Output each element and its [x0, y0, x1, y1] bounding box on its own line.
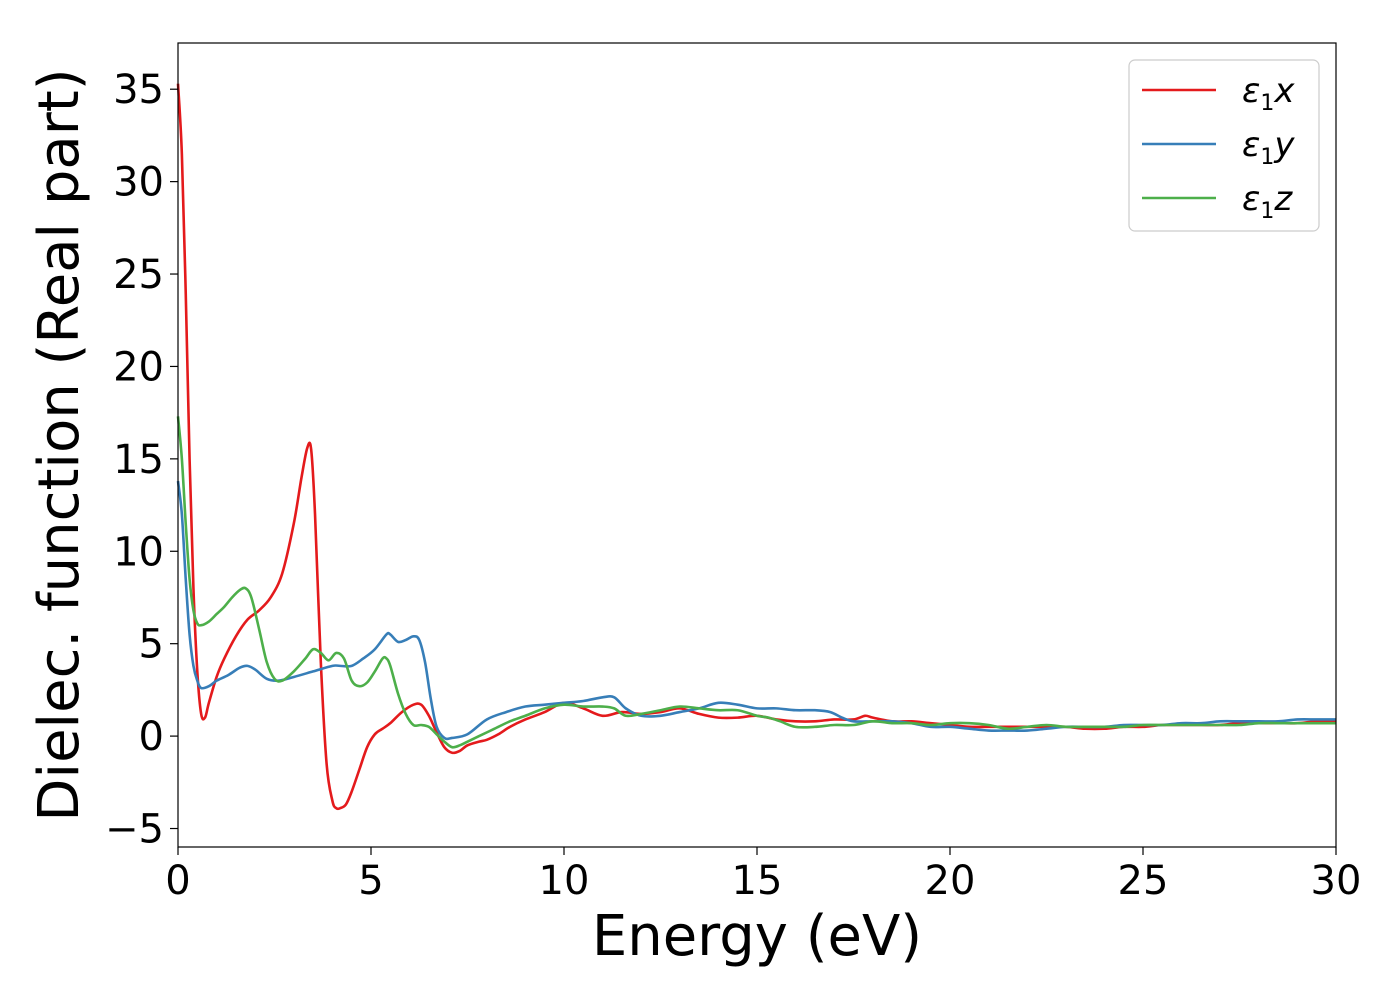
x-tick-label: 30	[1311, 858, 1362, 904]
x-axis-label: Energy (eV)	[592, 904, 922, 969]
y-tick-label: 5	[139, 622, 164, 668]
x-tick-label: 25	[1118, 858, 1169, 904]
legend-label-x: ε1x	[1242, 71, 1295, 116]
y-axis-ticks: −5 0 5 10 15 20 25 30 35	[105, 67, 178, 853]
legend-items: ε1x ε1y ε1z	[1142, 71, 1295, 224]
x-axis-ticks: 0 5 10 15 20 25 30	[165, 847, 1361, 904]
x-tick-label: 15	[732, 858, 783, 904]
series-layer	[176, 83, 1337, 811]
y-tick-label: 25	[113, 252, 164, 298]
y-tick-label: 35	[113, 67, 164, 113]
x-tick-label: 0	[165, 858, 190, 904]
x-tick-label: 10	[539, 858, 590, 904]
x-tick-label: 5	[358, 858, 383, 904]
legend-label-y: ε1y	[1242, 125, 1295, 170]
y-tick-label: 0	[139, 714, 164, 760]
y-tick-label: 15	[113, 437, 164, 483]
series-line-z	[176, 416, 1336, 749]
legend-frame	[1128, 59, 1320, 232]
x-tick-label: 20	[925, 858, 976, 904]
series-line-x	[176, 83, 1337, 811]
y-axis-label: Dielec. function (Real part)	[27, 68, 92, 821]
y-tick-label: 20	[113, 344, 164, 390]
legend-label-z: ε1z	[1242, 179, 1293, 224]
legend: ε1x ε1y ε1z	[1128, 59, 1320, 232]
y-tick-label: 30	[113, 160, 164, 206]
y-tick-label: 10	[113, 529, 164, 575]
y-tick-label: −5	[105, 807, 164, 853]
series-line-y	[176, 480, 1336, 741]
